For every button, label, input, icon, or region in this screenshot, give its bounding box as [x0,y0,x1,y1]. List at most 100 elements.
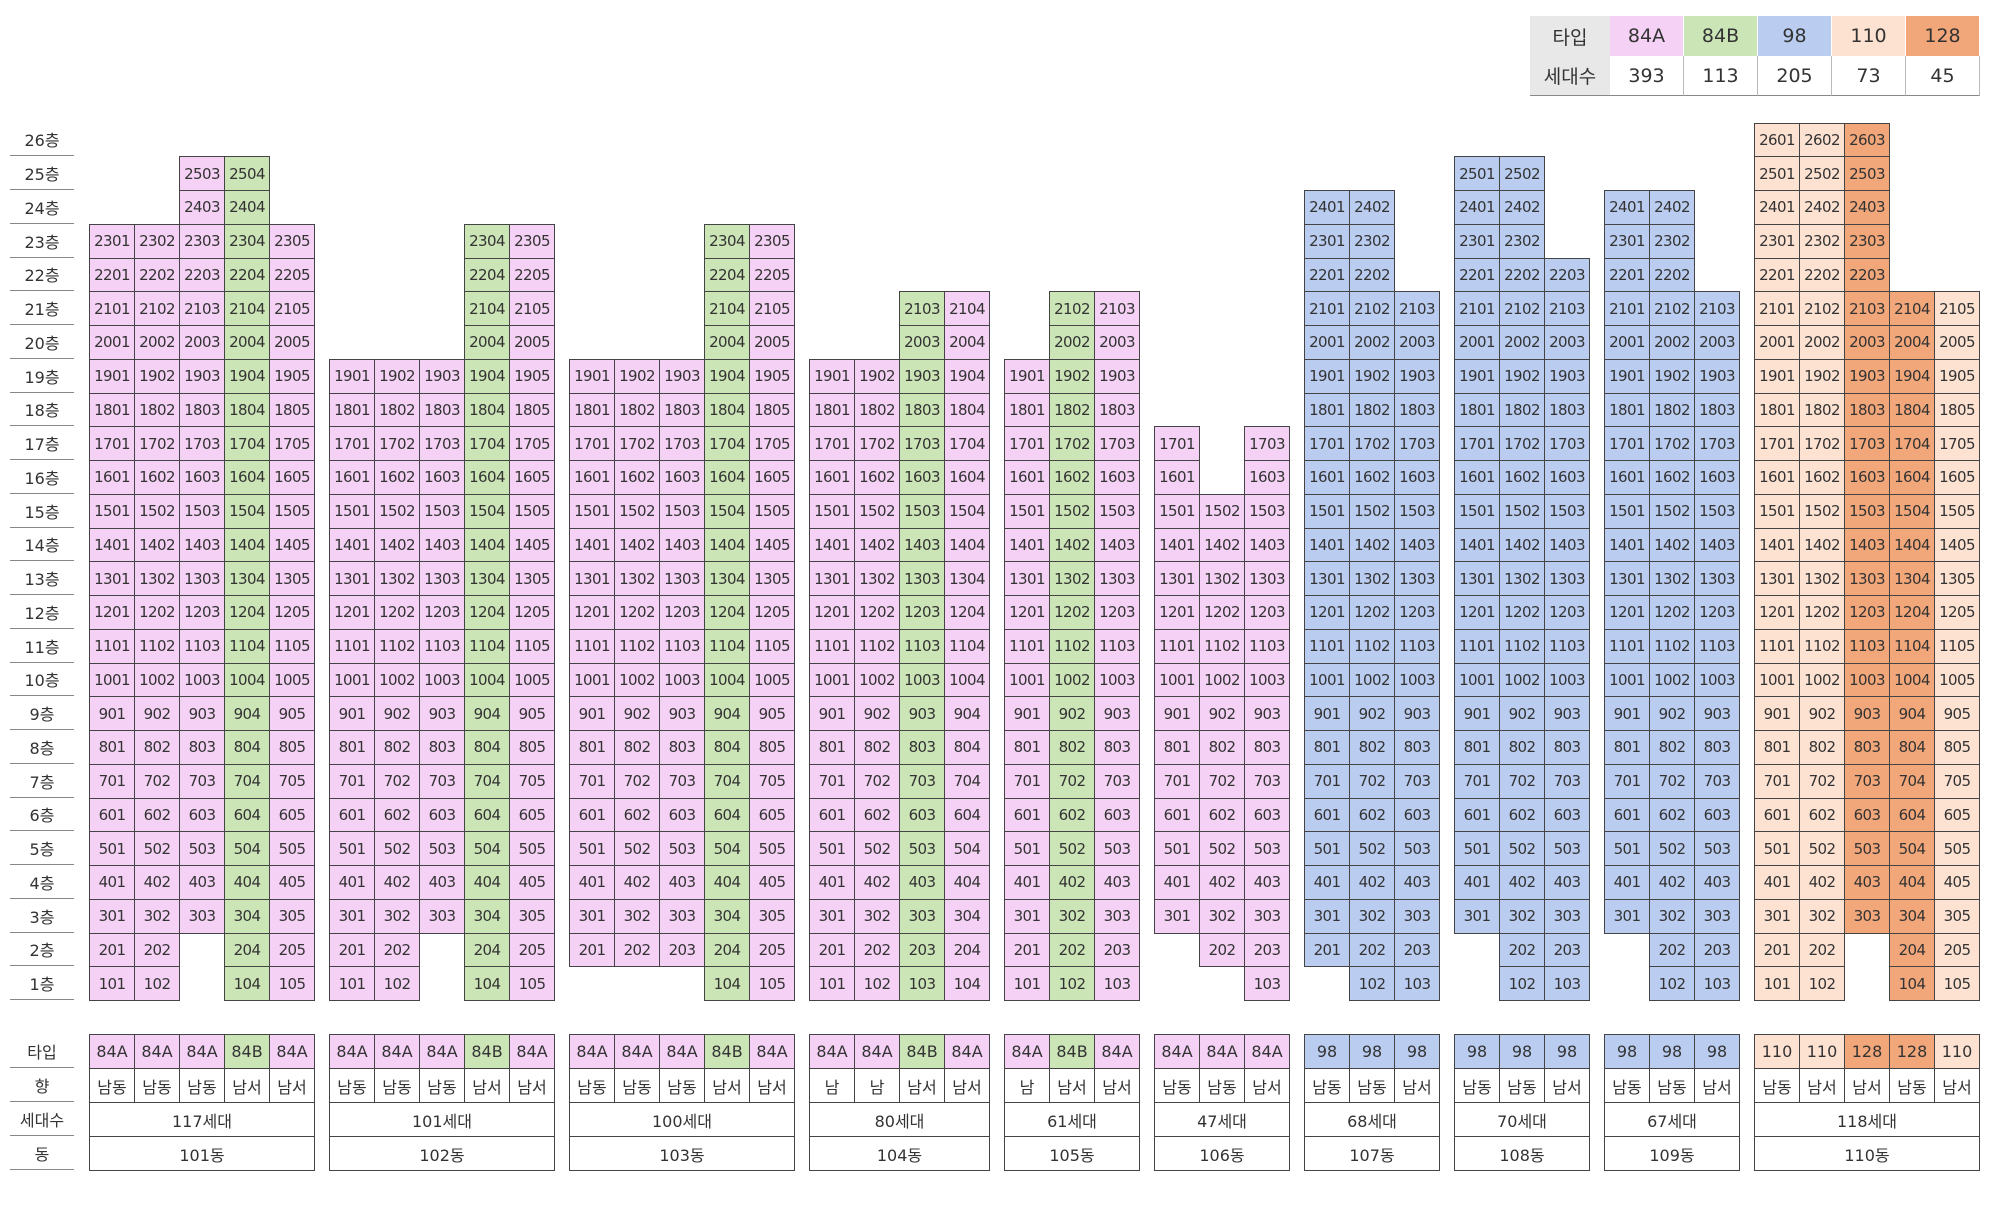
unit-type-cell: 84A [89,1034,135,1069]
unit-cell: 501 [1604,831,1650,866]
legend-count: 45 [1906,56,1980,96]
unit-cell: 1403 [1694,527,1740,563]
unit-cell: 1801 [1304,392,1350,428]
unit-cell: 1702 [374,426,420,461]
unit-type-cell: 84A [329,1034,375,1069]
unit-cell: 703 [1844,763,1890,799]
unit-cell: 701 [1304,763,1350,799]
unit-cell: 901 [1754,696,1800,731]
households-cell: 67세대 [1604,1102,1740,1137]
unit-cell: 1102 [374,628,420,664]
unit-cell: 503 [1844,831,1890,866]
unit-cell: 2103 [899,291,945,326]
unit-cell: 403 [1544,865,1590,900]
unit-cell: 1703 [419,426,465,461]
unit-cell: 1801 [89,392,135,428]
direction-cell: 남동 [614,1068,660,1103]
unit-cell: 501 [89,831,135,866]
unit-cell: 603 [1244,797,1290,833]
unit-cell: 2404 [224,190,270,225]
unit-cell: 1601 [1454,460,1500,495]
unit-cell: 2301 [89,223,135,259]
unit-cell: 1103 [1694,628,1740,664]
unit-type-cell: 98 [1454,1034,1500,1069]
unit-cell: 703 [1094,763,1140,799]
unit-cell: 1704 [224,426,270,461]
unit-cell: 602 [1199,797,1245,833]
legend-count: 113 [1684,56,1758,96]
unit-cell: 203 [1094,932,1140,968]
unit-cell: 603 [1694,797,1740,833]
unit-cell: 504 [944,831,990,866]
legend-header-count: 세대수 [1530,56,1610,96]
direction-cell: 남동 [569,1068,615,1103]
unit-cell: 1802 [1649,392,1695,428]
unit-cell: 204 [1889,932,1935,968]
unit-cell: 1201 [809,595,855,630]
unit-cell: 1103 [1244,628,1290,664]
unit-cell: 1403 [1844,527,1890,563]
unit-cell: 1803 [1694,392,1740,428]
direction-cell: 남동 [89,1068,135,1103]
unit-cell: 1503 [1544,493,1590,529]
unit-cell: 1801 [1754,392,1800,428]
unit-cell: 2301 [1304,223,1350,259]
unit-cell: 1001 [1754,662,1800,698]
unit-cell: 1903 [1544,358,1590,394]
direction-cell: 남 [809,1068,855,1103]
unit-cell: 203 [659,932,705,968]
unit-cell: 1101 [1454,628,1500,664]
unit-cell: 205 [269,932,315,968]
unit-cell: 705 [269,763,315,799]
households-cell: 61세대 [1004,1102,1140,1137]
unit-cell: 503 [659,831,705,866]
building-name: 110동 [1754,1136,1980,1171]
unit-cell: 205 [509,932,555,968]
unit-cell: 802 [1349,730,1395,765]
unit-type-cell: 84A [134,1034,180,1069]
floor-label: 20층 [10,326,74,359]
unit-cell: 1003 [1844,662,1890,698]
unit-cell: 2003 [1394,325,1440,360]
unit-cell: 2202 [1649,257,1695,293]
unit-cell: 2002 [1799,325,1845,360]
unit-cell: 1604 [944,460,990,495]
unit-cell: 1101 [329,628,375,664]
direction-cell: 남서 [1394,1068,1440,1103]
unit-type-cell: 84A [179,1034,225,1069]
unit-cell: 302 [1799,898,1845,934]
unit-cell: 1001 [1454,662,1500,698]
unit-cell: 504 [704,831,750,866]
unit-cell: 1402 [1649,527,1695,563]
unit-cell: 1704 [1889,426,1935,461]
unit-cell: 2104 [224,291,270,326]
unit-cell: 1302 [1349,561,1395,596]
unit-cell: 704 [224,763,270,799]
unit-cell: 602 [1799,797,1845,833]
unit-cell: 1103 [899,628,945,664]
unit-cell: 802 [1799,730,1845,765]
unit-cell: 301 [1604,898,1650,934]
unit-cell: 1302 [374,561,420,596]
unit-cell: 904 [704,696,750,731]
unit-cell: 1704 [704,426,750,461]
unit-cell: 1702 [614,426,660,461]
unit-cell: 803 [1244,730,1290,765]
unit-cell: 1101 [809,628,855,664]
unit-cell: 802 [1049,730,1095,765]
unit-cell: 1102 [1349,628,1395,664]
unit-cell: 102 [1049,966,1095,1001]
unit-cell: 2301 [1604,223,1650,259]
unit-cell: 1003 [659,662,705,698]
unit-cell: 1403 [899,527,945,563]
unit-cell: 2501 [1454,156,1500,191]
floor-label: 12층 [10,596,74,629]
unit-cell: 103 [1394,966,1440,1001]
unit-cell: 505 [509,831,555,866]
unit-cell: 1903 [1094,358,1140,394]
unit-cell: 1601 [1154,460,1200,495]
unit-cell: 1603 [1094,460,1140,495]
unit-type-cell: 98 [1304,1034,1350,1069]
unit-cell: 1104 [704,628,750,664]
unit-cell: 1203 [419,595,465,630]
